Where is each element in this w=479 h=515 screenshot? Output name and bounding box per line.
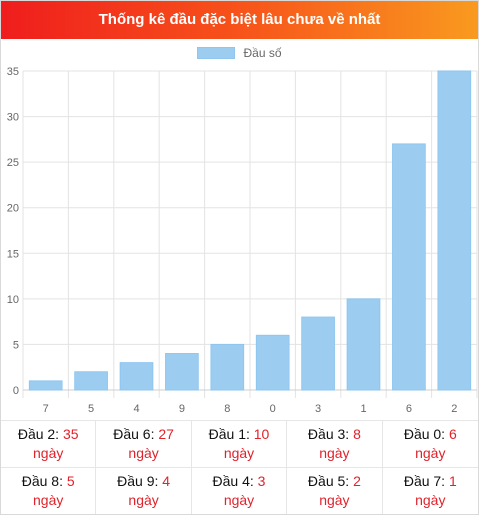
stat-label: Đầu 0: bbox=[403, 426, 446, 442]
stat-cell: Đầu 0: 6 ngày bbox=[382, 420, 478, 467]
stat-label: Đầu 8: bbox=[21, 473, 63, 489]
stat-cell: Đầu 2: 35 ngày bbox=[1, 420, 97, 467]
stat-value: 5 bbox=[66, 473, 75, 489]
x-tick-label: 4 bbox=[133, 403, 139, 415]
bar-chart: 0 5 10 15 20 25 30 35 7 5 4 9 8 0 3 1 6 2 bbox=[7, 66, 478, 415]
stat-unit: ngày bbox=[33, 492, 64, 508]
stat-label: Đầu 5: bbox=[307, 473, 350, 489]
y-tick-label: 15 bbox=[7, 248, 19, 260]
x-tick-label: 7 bbox=[43, 403, 49, 415]
stat-label: Đầu 2: bbox=[17, 426, 60, 442]
stat-label: Đầu 1: bbox=[208, 426, 250, 442]
x-tick-label: 2 bbox=[451, 403, 457, 415]
stat-value: 4 bbox=[162, 473, 171, 489]
stat-unit: ngày bbox=[223, 492, 255, 508]
stat-label: Đầu 7: bbox=[403, 473, 446, 489]
stat-cell: Đầu 3: 8 ngày bbox=[287, 420, 383, 467]
stat-unit: ngày bbox=[319, 492, 350, 508]
x-tick-label: 1 bbox=[360, 403, 366, 415]
x-tick-label: 9 bbox=[179, 403, 185, 415]
y-tick-label: 25 bbox=[7, 157, 19, 169]
x-tick-label: 0 bbox=[270, 403, 276, 415]
y-tick-label: 35 bbox=[7, 66, 19, 78]
stat-value: 8 bbox=[353, 426, 361, 442]
bar-7 bbox=[28, 380, 63, 391]
bar-4 bbox=[119, 362, 154, 391]
chart-title: Thống kê đầu đặc biệt lâu chưa về nhất bbox=[1, 1, 478, 39]
stat-cell: Đầu 8: 5 ngày bbox=[1, 467, 97, 514]
chart-legend[interactable]: Đầu số bbox=[1, 46, 478, 60]
bar-5 bbox=[74, 371, 108, 391]
bar-3 bbox=[301, 316, 335, 391]
stat-label: Đầu 3: bbox=[307, 426, 350, 442]
bar-9 bbox=[165, 353, 199, 391]
stat-label: Đầu 6: bbox=[113, 426, 155, 442]
stat-unit: ngày bbox=[319, 445, 350, 461]
stat-value: 35 bbox=[62, 426, 79, 442]
x-tick-label: 5 bbox=[88, 403, 94, 415]
x-tick-label: 6 bbox=[406, 403, 412, 415]
stat-label: Đầu 4: bbox=[212, 473, 254, 489]
stat-unit: ngày bbox=[223, 445, 255, 461]
stat-value: 27 bbox=[158, 426, 174, 442]
y-tick-label: 10 bbox=[7, 294, 19, 306]
stat-cell: Đầu 1: 10 ngày bbox=[191, 420, 288, 467]
stat-value: 10 bbox=[253, 426, 270, 442]
stat-value: 2 bbox=[353, 473, 361, 489]
stat-unit: ngày bbox=[415, 492, 446, 508]
stats-table: Đầu 2: 35 ngày Đầu 6: 27 ngày Đầu 1: 10 ngà… bbox=[1, 420, 478, 514]
y-tick-label: 30 bbox=[7, 112, 19, 124]
bar-6 bbox=[392, 143, 426, 391]
stat-unit: ngày bbox=[33, 445, 64, 461]
stat-value: 6 bbox=[448, 426, 457, 442]
stat-unit: ngày bbox=[415, 445, 446, 461]
bar-8 bbox=[210, 343, 245, 391]
x-tick-label: 3 bbox=[315, 403, 321, 415]
bar-2 bbox=[437, 70, 472, 391]
legend-label: Đầu số bbox=[243, 46, 282, 60]
stat-label: Đầu 9: bbox=[117, 473, 159, 489]
stat-value: 1 bbox=[448, 473, 457, 489]
stat-cell: Đầu 6: 27 ngày bbox=[96, 420, 192, 467]
stat-cell: Đầu 9: 4 ngày bbox=[96, 467, 192, 514]
stat-cell: Đầu 4: 3 ngày bbox=[191, 467, 288, 514]
stat-cell: Đầu 5: 2 ngày bbox=[287, 467, 383, 514]
stat-unit: ngày bbox=[128, 445, 159, 461]
bar-1 bbox=[346, 298, 381, 391]
y-tick-label: 20 bbox=[7, 203, 19, 215]
x-tick-label: 8 bbox=[224, 403, 230, 415]
bar-0 bbox=[255, 334, 290, 391]
stat-cell: Đầu 7: 1 ngày bbox=[382, 467, 478, 514]
stat-unit: ngày bbox=[128, 492, 159, 508]
legend-swatch bbox=[197, 47, 236, 59]
y-tick-label: 5 bbox=[13, 339, 19, 351]
stat-value: 3 bbox=[257, 473, 266, 489]
y-tick-label: 0 bbox=[13, 385, 19, 397]
